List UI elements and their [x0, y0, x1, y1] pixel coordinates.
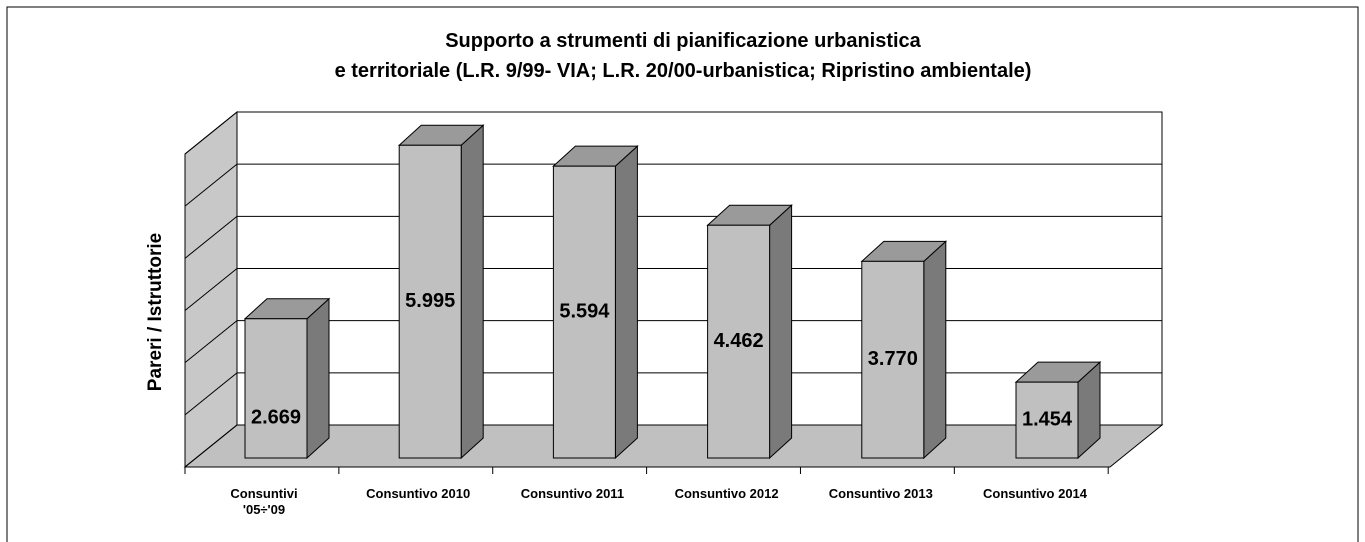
bar	[244, 318, 308, 459]
bar-side	[769, 204, 793, 460]
grid-line-side	[184, 372, 238, 416]
data-label: 5.995	[405, 290, 455, 312]
grid-line-side	[184, 320, 238, 364]
chart-title: Supporto a strumenti di pianificazione u…	[335, 30, 1032, 82]
floor	[183, 424, 1164, 468]
x-tick-label: Consuntivo 2011	[520, 486, 625, 501]
x-tick-label: Consuntivo 2014	[982, 486, 1088, 501]
bar-side	[614, 145, 638, 460]
data-label: 1.454	[1022, 408, 1073, 430]
bar	[707, 224, 771, 459]
y-axis-label: Pareri / Istruttorie	[145, 233, 166, 391]
x-tick-label: Consuntivo 2010	[366, 486, 471, 501]
bar	[1015, 381, 1079, 459]
grid-line-side	[184, 111, 238, 155]
grid-line-side	[184, 215, 238, 259]
bar-side	[460, 124, 484, 460]
data-label: 4.462	[714, 330, 764, 352]
grid-line-side	[184, 268, 238, 311]
grid-line-side	[184, 424, 238, 468]
bar	[552, 165, 616, 459]
grid-line-side	[184, 163, 238, 207]
x-tick-label: Consuntivi '05÷'09	[230, 486, 298, 517]
bar-side	[923, 240, 947, 460]
x-tick-label: Consuntivo 2012	[674, 486, 779, 501]
data-label: 2.669	[251, 407, 301, 429]
bar-side	[306, 297, 330, 460]
data-label: 3.770	[868, 348, 918, 370]
x-tick-label: Consuntivo 2013	[828, 486, 933, 501]
data-label: 5.594	[559, 300, 610, 322]
bar	[398, 144, 462, 459]
bar	[861, 260, 925, 459]
frame	[6, 6, 1359, 542]
